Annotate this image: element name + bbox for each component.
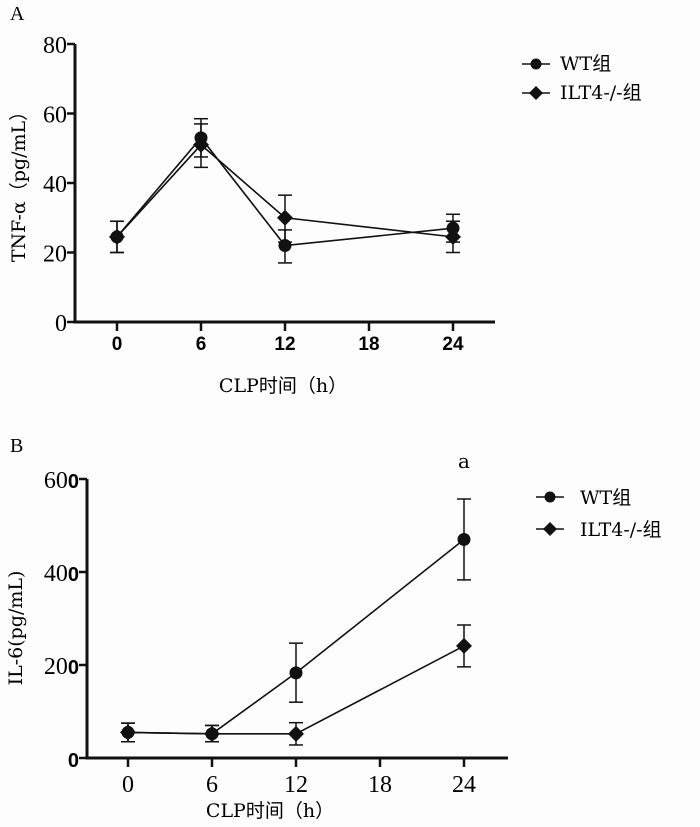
legend-item-wt: WT组 (522, 53, 611, 75)
data-point-circle (457, 532, 471, 546)
data-point-diamond (120, 724, 136, 741)
series-ilt4 (120, 624, 472, 746)
x-tick-label: 12 (284, 772, 308, 798)
data-point-diamond (204, 725, 220, 742)
series-line (116, 143, 454, 238)
chart-a-axes (67, 42, 495, 331)
legend-item-wt: WT组 (536, 487, 631, 509)
chart-b-legend: WT组 ILT4-/-组 (536, 487, 662, 541)
data-point-diamond (456, 637, 472, 654)
series-ilt4 (109, 123, 461, 254)
x-tick-label: 6 (196, 334, 207, 355)
series-line (116, 136, 454, 247)
x-tick-label: 18 (368, 772, 392, 798)
chart-a: A 0 20 40 60 80 0 6 12 18 24 CLP时间（h） TNF-α（pg/m… (8, 3, 642, 397)
circle-marker-icon (530, 58, 542, 70)
y-tick-label: 0 (68, 750, 79, 772)
legend-item-ilt4: ILT4-/-组 (522, 82, 642, 104)
chart-b-x-axis-title: CLP时间（h） (206, 800, 334, 822)
y-tick-label: 60 (43, 103, 67, 129)
chart-a-y-tick-labels: 0 20 40 60 80 (43, 33, 67, 337)
chart-b-y-axis-title: IL-6(pg/mL) (5, 571, 27, 686)
y-tick-label: 80 (43, 33, 67, 59)
data-point-circle (289, 666, 303, 680)
chart-b-x-tick-labels: 0 6 12 18 24 (122, 772, 476, 798)
legend-item-ilt4: ILT4-/-组 (536, 519, 662, 541)
y-tick-label: 40 (43, 172, 67, 198)
legend-label-ilt4: ILT4-/-组 (580, 519, 662, 541)
chart-b-series (120, 498, 472, 746)
series-wt (121, 498, 471, 743)
legend-label-wt: WT组 (560, 53, 611, 75)
legend-label-wt: WT组 (580, 487, 631, 509)
diamond-marker-icon (543, 522, 557, 536)
chart-a-y-axis-title: TNF-α（pg/mL） (8, 102, 30, 262)
x-tick-label: 0 (122, 772, 134, 798)
x-tick-label: 24 (452, 772, 476, 798)
chart-a-x-axis-title: CLP时间（h） (219, 375, 347, 397)
panel-label-a: A (10, 3, 25, 25)
circle-marker-icon (544, 491, 556, 503)
x-tick-label: 12 (274, 334, 295, 355)
y-tick-label: 400 (44, 561, 79, 587)
chart-a-legend: WT组 ILT4-/-组 (522, 53, 642, 104)
data-point-diamond (288, 725, 304, 742)
chart-a-x-tick-labels: 0 6 12 18 24 (112, 334, 464, 355)
chart-b-axes (79, 477, 508, 767)
y-tick-label: 0 (55, 311, 67, 337)
chart-b: B 0 200 400 600 0 6 12 18 24 CLP时间（h） IL-6(pg/m… (5, 435, 662, 822)
data-point-diamond (277, 209, 293, 226)
chart-a-series (109, 117, 461, 264)
series-line (127, 538, 465, 735)
chart-b-y-tick-labels: 0 200 400 600 (44, 468, 79, 772)
data-point-diamond (445, 228, 461, 245)
x-tick-label: 6 (206, 772, 218, 798)
x-tick-label: 18 (358, 334, 379, 355)
legend-label-ilt4: ILT4-/-组 (560, 82, 642, 104)
x-tick-label: 24 (442, 334, 464, 355)
data-point-diamond (109, 228, 125, 245)
data-point-diamond (193, 136, 209, 153)
diamond-marker-icon (529, 86, 543, 100)
chart-b-annotation: a (458, 449, 470, 473)
y-tick-label: 20 (43, 242, 67, 268)
y-tick-label: 200 (44, 654, 79, 680)
panel-label-b: B (10, 435, 23, 457)
series-line (127, 645, 465, 735)
y-tick-label: 600 (44, 468, 79, 494)
x-tick-label: 0 (112, 334, 123, 355)
